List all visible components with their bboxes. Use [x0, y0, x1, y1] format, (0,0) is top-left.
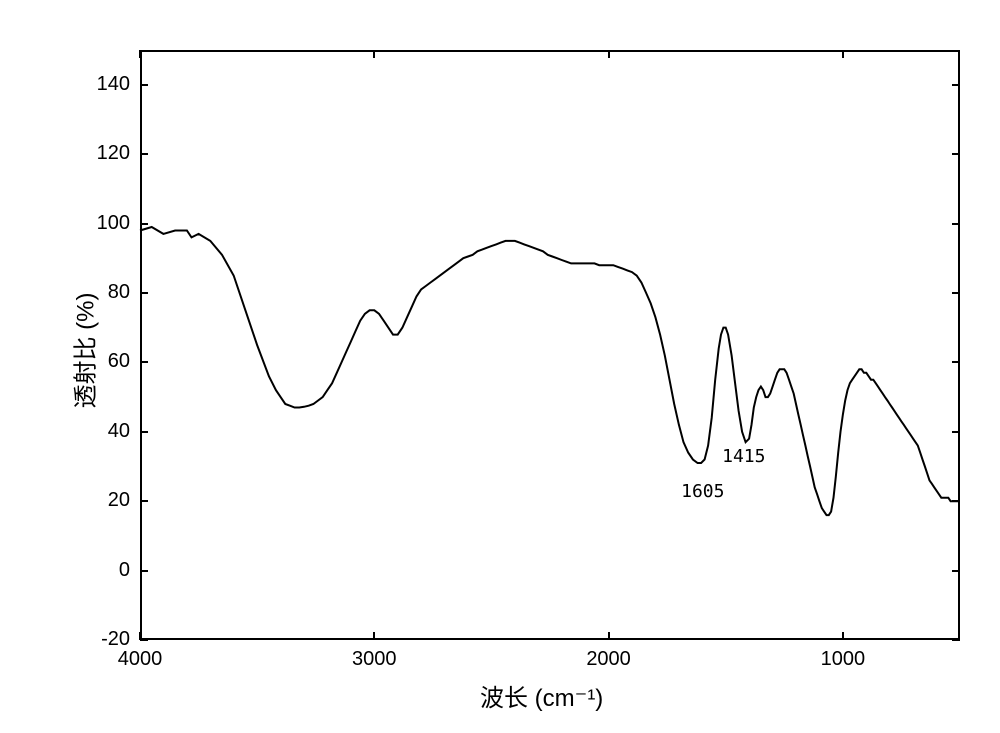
y-tick: [140, 292, 148, 294]
y-tick-label: 120: [80, 142, 130, 165]
y-tick: [140, 223, 148, 225]
x-tick: [608, 632, 610, 640]
y-tick-label: 60: [80, 350, 130, 373]
spectrum-line: [20, 20, 980, 713]
y-tick: [952, 153, 960, 155]
x-tick: [139, 50, 141, 58]
y-tick: [952, 570, 960, 572]
y-tick-label: 100: [80, 212, 130, 235]
y-tick: [952, 223, 960, 225]
x-tick-label: 4000: [100, 648, 180, 671]
y-tick-label: 80: [80, 281, 130, 304]
x-axis-label: 波长 (cm⁻¹): [480, 678, 603, 713]
y-tick-label: 40: [80, 420, 130, 443]
peak-label: 1605: [681, 481, 724, 502]
y-tick-label: 0: [80, 559, 130, 582]
x-tick-label: 1000: [803, 648, 883, 671]
ftir-chart: 透射比 (%) 波长 (cm⁻¹) -200204060801001201404…: [20, 20, 980, 713]
peak-label: 1415: [722, 446, 765, 467]
x-tick: [139, 632, 141, 640]
y-tick: [140, 500, 148, 502]
y-tick: [140, 153, 148, 155]
y-tick: [952, 500, 960, 502]
y-tick: [952, 639, 960, 641]
y-tick: [952, 292, 960, 294]
x-tick-label: 2000: [569, 648, 649, 671]
x-tick: [373, 50, 375, 58]
y-tick: [952, 361, 960, 363]
x-tick: [842, 632, 844, 640]
y-tick: [140, 570, 148, 572]
y-tick: [140, 361, 148, 363]
y-tick: [952, 84, 960, 86]
y-tick: [952, 431, 960, 433]
x-tick: [373, 632, 375, 640]
x-tick: [842, 50, 844, 58]
y-tick-label: 20: [80, 489, 130, 512]
y-tick: [140, 639, 148, 641]
y-tick: [140, 431, 148, 433]
y-tick: [140, 84, 148, 86]
x-tick: [608, 50, 610, 58]
y-tick-label: 140: [80, 73, 130, 96]
x-tick-label: 3000: [334, 648, 414, 671]
